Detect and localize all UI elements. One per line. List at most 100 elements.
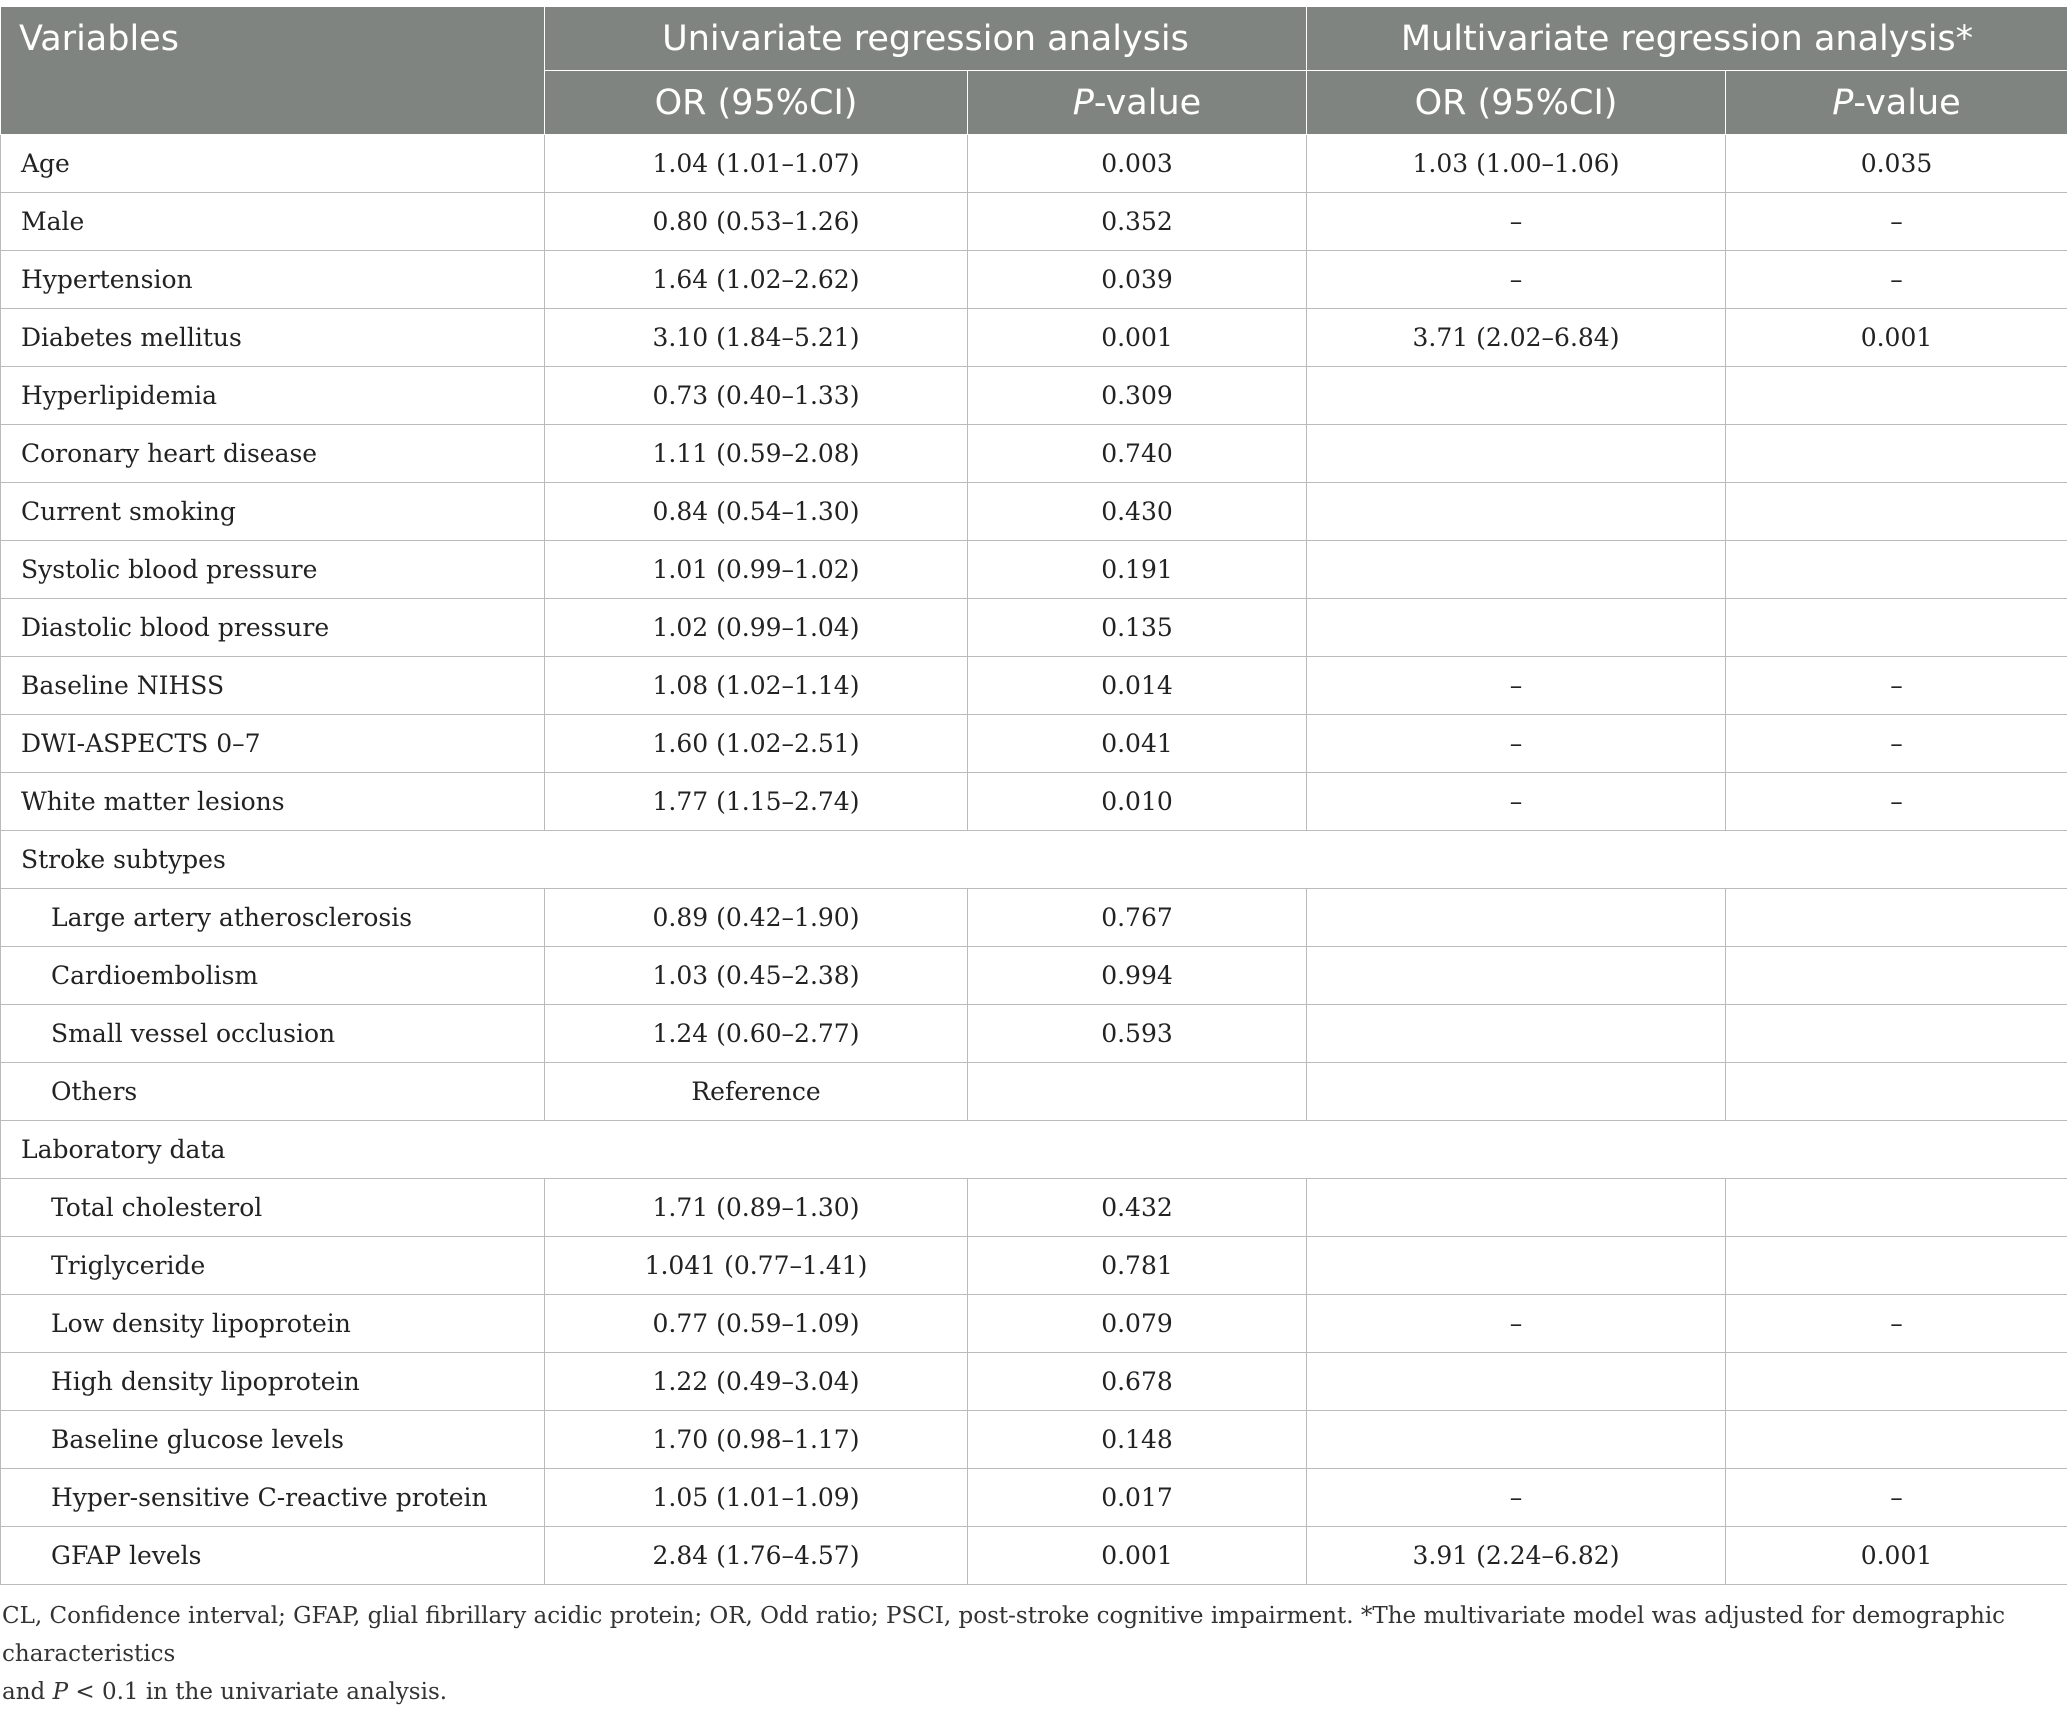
multivariate-p-cell: – — [1726, 1295, 2067, 1353]
footnote-line1: CL, Confidence interval; GFAP, glial fib… — [2, 1597, 2062, 1673]
univariate-p-cell: 0.740 — [968, 425, 1307, 483]
multivariate-p-cell — [1726, 1237, 2067, 1295]
univariate-or-cell: 1.77 (1.15–2.74) — [545, 773, 968, 831]
univariate-p-cell: 0.593 — [968, 1005, 1307, 1063]
univariate-p-cell: 0.001 — [968, 1527, 1307, 1585]
row-label: Small vessel occlusion — [1, 1005, 545, 1063]
univariate-or-cell: 1.70 (0.98–1.17) — [545, 1411, 968, 1469]
multivariate-or-cell: – — [1307, 1295, 1726, 1353]
regression-table: Variables Univariate regression analysis… — [0, 6, 2067, 1585]
multivariate-or-cell — [1307, 599, 1726, 657]
multivariate-p-cell: 0.001 — [1726, 309, 2067, 367]
univariate-or-cell: 1.11 (0.59–2.08) — [545, 425, 968, 483]
univariate-or-cell: 0.77 (0.59–1.09) — [545, 1295, 968, 1353]
multivariate-or-cell — [1307, 1411, 1726, 1469]
univariate-p-cell: 0.001 — [968, 309, 1307, 367]
multivariate-or-cell: 3.91 (2.24–6.82) — [1307, 1527, 1726, 1585]
row-label: GFAP levels — [1, 1527, 545, 1585]
univariate-or-cell: 1.64 (1.02–2.62) — [545, 251, 968, 309]
multivariate-or-cell — [1307, 483, 1726, 541]
footnote: CL, Confidence interval; GFAP, glial fib… — [2, 1597, 2062, 1711]
multivariate-p-cell: 0.001 — [1726, 1527, 2067, 1585]
univariate-or-cell: 0.84 (0.54–1.30) — [545, 483, 968, 541]
row-label: Male — [1, 193, 545, 251]
header-multivariate-p: P-value — [1726, 71, 2067, 135]
multivariate-p-cell: – — [1726, 193, 2067, 251]
row-label: Diabetes mellitus — [1, 309, 545, 367]
multivariate-or-cell — [1307, 889, 1726, 947]
multivariate-p-cell — [1726, 1411, 2067, 1469]
univariate-p-cell: 0.781 — [968, 1237, 1307, 1295]
univariate-or-cell: 1.03 (0.45–2.38) — [545, 947, 968, 1005]
multivariate-or-cell — [1307, 947, 1726, 1005]
univariate-p-cell — [968, 1063, 1307, 1121]
univariate-p-cell: 0.010 — [968, 773, 1307, 831]
multivariate-or-cell — [1307, 1005, 1726, 1063]
univariate-p-cell: 0.079 — [968, 1295, 1307, 1353]
header-univariate: Univariate regression analysis — [545, 7, 1307, 71]
univariate-p-cell: 0.678 — [968, 1353, 1307, 1411]
footnote-rest: < 0.1 in the univariate analysis. — [68, 1679, 447, 1705]
univariate-or-cell: 0.80 (0.53–1.26) — [545, 193, 968, 251]
row-label: Triglyceride — [1, 1237, 545, 1295]
multivariate-or-cell — [1307, 1063, 1726, 1121]
header-multivariate-or: OR (95%CI) — [1307, 71, 1726, 135]
multivariate-p-cell — [1726, 599, 2067, 657]
multivariate-p-cell — [1726, 425, 2067, 483]
multivariate-p-cell: – — [1726, 773, 2067, 831]
univariate-p-cell: 0.135 — [968, 599, 1307, 657]
univariate-or-cell: 1.02 (0.99–1.04) — [545, 599, 968, 657]
univariate-or-cell: 1.22 (0.49–3.04) — [545, 1353, 968, 1411]
row-label: Total cholesterol — [1, 1179, 545, 1237]
row-label: Current smoking — [1, 483, 545, 541]
univariate-p-cell: 0.039 — [968, 251, 1307, 309]
section-laboratory-data: Laboratory data — [1, 1121, 2067, 1179]
multivariate-p-cell: – — [1726, 715, 2067, 773]
header-multivariate: Multivariate regression analysis* — [1307, 7, 2067, 71]
row-label: Diastolic blood pressure — [1, 599, 545, 657]
section-label: Laboratory data — [1, 1121, 2067, 1179]
row-label: Cardioembolism — [1, 947, 545, 1005]
multivariate-p-cell: – — [1726, 1469, 2067, 1527]
multivariate-or-cell: – — [1307, 251, 1726, 309]
univariate-p-cell: 0.191 — [968, 541, 1307, 599]
row-label: Low density lipoprotein — [1, 1295, 545, 1353]
multivariate-or-cell: – — [1307, 1469, 1726, 1527]
univariate-p-cell: 0.041 — [968, 715, 1307, 773]
multivariate-p-cell — [1726, 367, 2067, 425]
univariate-p-cell: 0.767 — [968, 889, 1307, 947]
multivariate-or-cell — [1307, 541, 1726, 599]
multivariate-p-cell — [1726, 1179, 2067, 1237]
footnote-p: P — [53, 1679, 68, 1705]
p-italic: P — [1073, 83, 1094, 123]
univariate-or-cell: 1.08 (1.02–1.14) — [545, 657, 968, 715]
section-stroke-subtypes: Stroke subtypes — [1, 831, 2067, 889]
univariate-or-cell: Reference — [545, 1063, 968, 1121]
header-univariate-or: OR (95%CI) — [545, 71, 968, 135]
row-label: White matter lesions — [1, 773, 545, 831]
row-label: DWI-ASPECTS 0–7 — [1, 715, 545, 773]
row-label: Hyperlipidemia — [1, 367, 545, 425]
multivariate-or-cell — [1307, 1353, 1726, 1411]
univariate-or-cell: 1.24 (0.60–2.77) — [545, 1005, 968, 1063]
row-label: Hypertension — [1, 251, 545, 309]
multivariate-p-cell — [1726, 541, 2067, 599]
univariate-p-cell: 0.430 — [968, 483, 1307, 541]
p-suffix: -value — [1853, 83, 1960, 123]
